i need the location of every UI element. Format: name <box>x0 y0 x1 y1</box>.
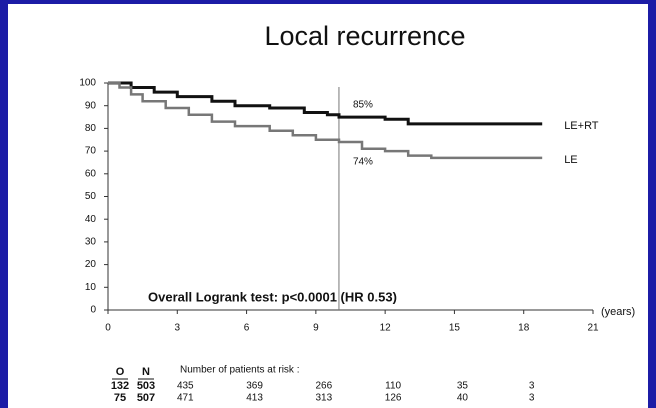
x-tick-label: 18 <box>518 323 530 334</box>
at-risk: 110 <box>385 381 401 392</box>
at-risk: 35 <box>457 381 469 392</box>
risk-table-title: Number of patients at risk : <box>180 365 300 376</box>
risk-table-header: O <box>116 366 125 378</box>
slide-panel: Local recurrence 0 10 20 30 40 50 60 70 80 90 100 0… <box>8 4 648 408</box>
chart-title: Local recurrence <box>264 21 465 51</box>
x-tick-label: 21 <box>587 323 599 334</box>
at-risk: 3 <box>529 393 535 404</box>
x-tick-label: 12 <box>380 323 392 334</box>
y-tick-label: 40 <box>85 214 97 225</box>
at-risk: 413 <box>246 393 263 404</box>
y-tick-label: 50 <box>85 191 97 202</box>
at-risk: 471 <box>177 393 194 404</box>
risk-n: 503 <box>137 380 155 392</box>
survival-curve <box>108 81 543 126</box>
y-tick-label: 90 <box>85 100 97 111</box>
chart: Local recurrence 0 10 20 30 40 50 60 70 80 90 100 0… <box>79 21 635 404</box>
risk-events: 132 <box>111 380 129 392</box>
series-label: LE <box>564 154 577 166</box>
x-tick-label: 15 <box>449 323 461 334</box>
series-label: LE+RT <box>564 120 599 132</box>
at-risk: 40 <box>457 393 469 404</box>
x-tick-label: 0 <box>105 323 111 334</box>
test-label: Overall Logrank test: p<0.0001 (HR 0.53) <box>148 289 397 304</box>
x-tick-label: 3 <box>175 323 181 334</box>
risk-table-header: N <box>142 366 150 378</box>
x-tick-label: 6 <box>244 323 250 334</box>
x-axis-label: (years) <box>601 306 635 318</box>
y-tick-label: 100 <box>79 78 96 89</box>
at-risk: 369 <box>246 381 263 392</box>
at-risk: 266 <box>316 381 333 392</box>
y-tick-label: 10 <box>85 282 97 293</box>
at-risk: 3 <box>529 381 535 392</box>
x-tick-label: 9 <box>313 323 319 334</box>
risk-n: 507 <box>137 392 155 404</box>
risk-events: 75 <box>114 392 126 404</box>
annotation: 74% <box>353 157 373 168</box>
annotation: 85% <box>353 100 373 111</box>
at-risk: 126 <box>385 393 402 404</box>
y-tick-label: 80 <box>85 123 97 134</box>
y-tick-label: 30 <box>85 237 97 248</box>
survival-curve <box>108 81 543 160</box>
y-tick-label: 60 <box>85 168 97 179</box>
y-tick-label: 70 <box>85 146 97 157</box>
at-risk: 435 <box>177 381 194 392</box>
at-risk: 313 <box>316 393 333 404</box>
y-tick-label: 0 <box>90 305 96 316</box>
y-tick-label: 20 <box>85 259 97 270</box>
